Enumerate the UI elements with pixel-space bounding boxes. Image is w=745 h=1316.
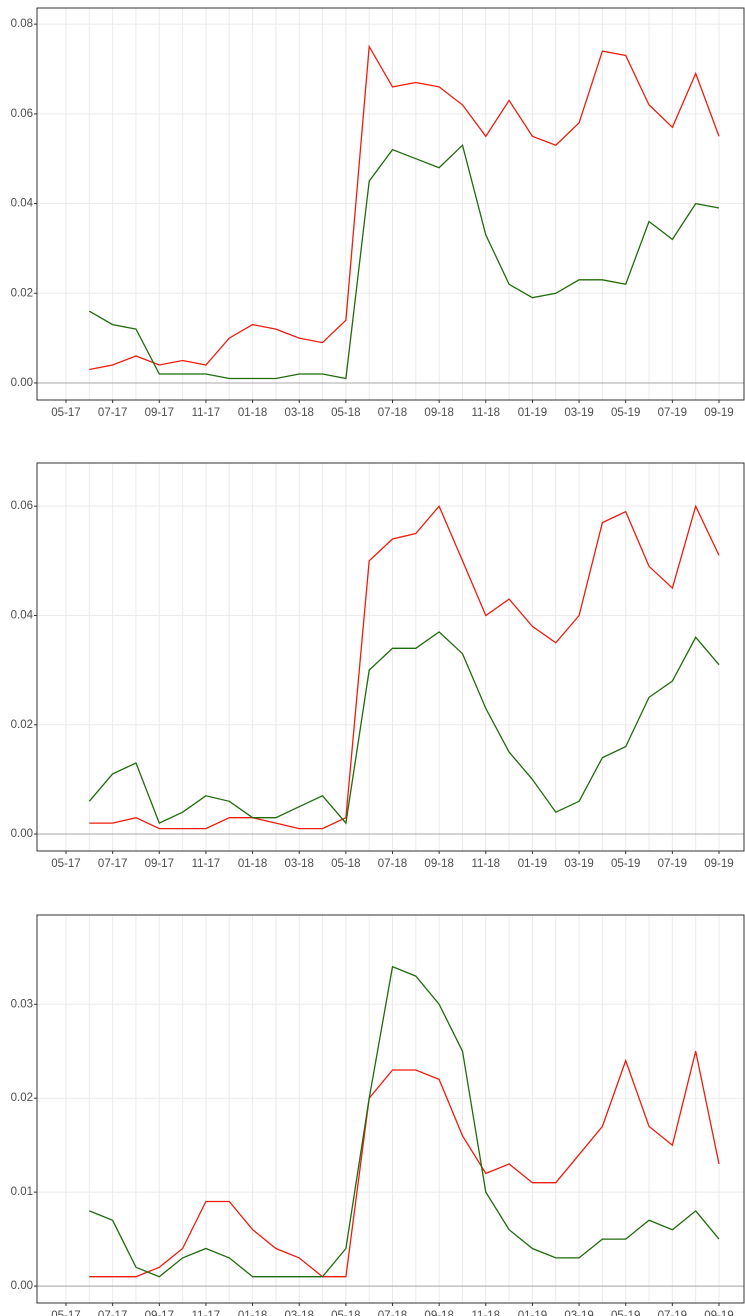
x-tick-label: 07-17 — [98, 1310, 127, 1316]
x-tick-label: 11-18 — [472, 407, 501, 419]
y-tick-label: 0.02 — [11, 287, 33, 299]
series-line — [88, 631, 720, 825]
y-tick-label: 0.00 — [11, 828, 33, 840]
series-line — [89, 504, 720, 830]
y-tick-label: 0.00 — [11, 1280, 33, 1292]
x-tick-label: 01-18 — [238, 407, 267, 419]
x-tick-label: 07-19 — [658, 858, 687, 870]
x-tick-label: 09-17 — [145, 858, 174, 870]
y-tick-label: 0.01 — [11, 1186, 33, 1198]
y-tick-label: 0.06 — [11, 108, 33, 120]
y-tick-label: 0.04 — [11, 609, 34, 621]
x-tick-label: 07-18 — [378, 1310, 407, 1316]
x-tick-label: 01-19 — [518, 1310, 547, 1316]
x-tick-label: 11-18 — [472, 1310, 501, 1316]
x-tick-label: 05-18 — [331, 858, 360, 870]
y-tick-label: 0.06 — [11, 500, 33, 512]
x-tick-label: 09-18 — [424, 1310, 453, 1316]
x-tick-label: 07-19 — [658, 1310, 687, 1316]
x-tick-label: 03-19 — [564, 858, 593, 870]
x-tick-label: 09-19 — [704, 407, 733, 419]
x-tick-label: 05-19 — [611, 1310, 640, 1316]
x-tick-label: 11-17 — [192, 407, 221, 419]
series-line — [89, 965, 720, 1278]
y-tick-label: 0.02 — [11, 1092, 33, 1104]
x-tick-label: 07-18 — [378, 858, 407, 870]
panel-border — [36, 7, 745, 401]
series-line — [88, 143, 720, 380]
x-tick-label: 05-18 — [331, 407, 360, 419]
y-tick-label: 0.08 — [11, 18, 33, 30]
x-tick-label: 07-18 — [378, 407, 407, 419]
x-tick-label: 09-18 — [424, 858, 453, 870]
x-tick-label: 05-17 — [51, 1310, 80, 1316]
y-tick-label: 0.00 — [11, 377, 33, 389]
x-tick-label: 05-19 — [611, 407, 640, 419]
x-tick-label: 05-17 — [51, 858, 80, 870]
x-tick-label: 11-18 — [472, 858, 501, 870]
x-tick-label: 07-19 — [658, 407, 687, 419]
x-tick-label: 11-17 — [192, 1310, 221, 1316]
x-tick-label: 01-18 — [238, 858, 267, 870]
x-tick-label: 03-19 — [564, 1310, 593, 1316]
y-tick-label: 0.03 — [11, 998, 33, 1010]
x-tick-label: 07-17 — [98, 407, 127, 419]
x-tick-label: 03-18 — [285, 1310, 314, 1316]
x-tick-label: 01-19 — [518, 407, 547, 419]
x-tick-label: 03-18 — [285, 858, 314, 870]
x-tick-label: 01-18 — [238, 1310, 267, 1316]
series-line — [89, 44, 720, 371]
x-tick-label: 09-19 — [704, 1310, 733, 1316]
x-tick-label: 09-17 — [145, 1310, 174, 1316]
x-tick-label: 05-19 — [611, 858, 640, 870]
x-tick-label: 03-18 — [285, 407, 314, 419]
series-line — [89, 1051, 720, 1278]
panel-border — [36, 462, 745, 852]
x-tick-label: 09-19 — [704, 858, 733, 870]
panel-border — [36, 914, 745, 1304]
x-tick-label: 11-17 — [192, 858, 221, 870]
x-tick-label: 05-18 — [331, 1310, 360, 1316]
x-tick-label: 09-18 — [424, 407, 453, 419]
x-tick-label: 07-17 — [98, 858, 127, 870]
x-tick-label: 05-17 — [51, 407, 80, 419]
y-tick-label: 0.04 — [11, 198, 34, 210]
x-tick-label: 03-19 — [564, 407, 593, 419]
x-tick-label: 01-19 — [518, 858, 547, 870]
x-tick-label: 09-17 — [145, 407, 174, 419]
y-tick-label: 0.02 — [11, 719, 33, 731]
